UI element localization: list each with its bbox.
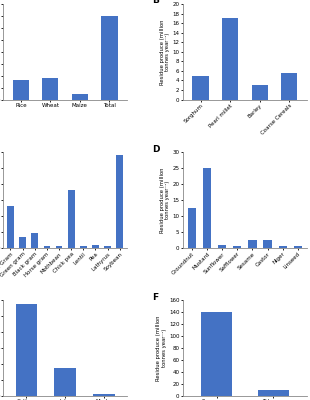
Y-axis label: Residue produce (million
tonnes year⁻¹): Residue produce (million tonnes year⁻¹) <box>156 316 167 381</box>
Bar <box>248 240 257 248</box>
Text: B: B <box>152 0 159 5</box>
Bar <box>13 80 29 100</box>
Bar <box>117 155 123 248</box>
Bar <box>251 85 268 100</box>
Bar <box>279 246 287 248</box>
Bar <box>264 240 272 248</box>
Bar <box>281 73 297 100</box>
Bar <box>104 246 111 248</box>
Bar <box>7 206 14 248</box>
Bar <box>43 246 50 248</box>
Bar <box>56 246 62 248</box>
Bar <box>233 246 241 248</box>
Y-axis label: Residue produce (million
tonnes year⁻¹): Residue produce (million tonnes year⁻¹) <box>160 167 170 233</box>
Bar <box>294 246 302 248</box>
Bar <box>218 245 226 248</box>
Bar <box>93 394 114 396</box>
Bar <box>203 168 211 248</box>
Bar <box>72 94 88 100</box>
Y-axis label: Residue produce (million
tonnes year⁻¹): Residue produce (million tonnes year⁻¹) <box>160 19 170 84</box>
Bar <box>68 190 74 248</box>
Bar <box>92 245 99 248</box>
Bar <box>31 234 38 248</box>
Bar <box>193 76 209 100</box>
Bar <box>201 312 232 396</box>
Bar <box>222 18 238 100</box>
Text: F: F <box>152 293 158 302</box>
Text: D: D <box>152 144 159 154</box>
Bar <box>19 237 26 248</box>
Bar <box>258 390 289 396</box>
Bar <box>101 16 117 100</box>
Bar <box>42 78 59 100</box>
Bar <box>188 208 196 248</box>
Bar <box>55 368 76 396</box>
Bar <box>80 246 87 248</box>
Bar <box>16 304 37 396</box>
